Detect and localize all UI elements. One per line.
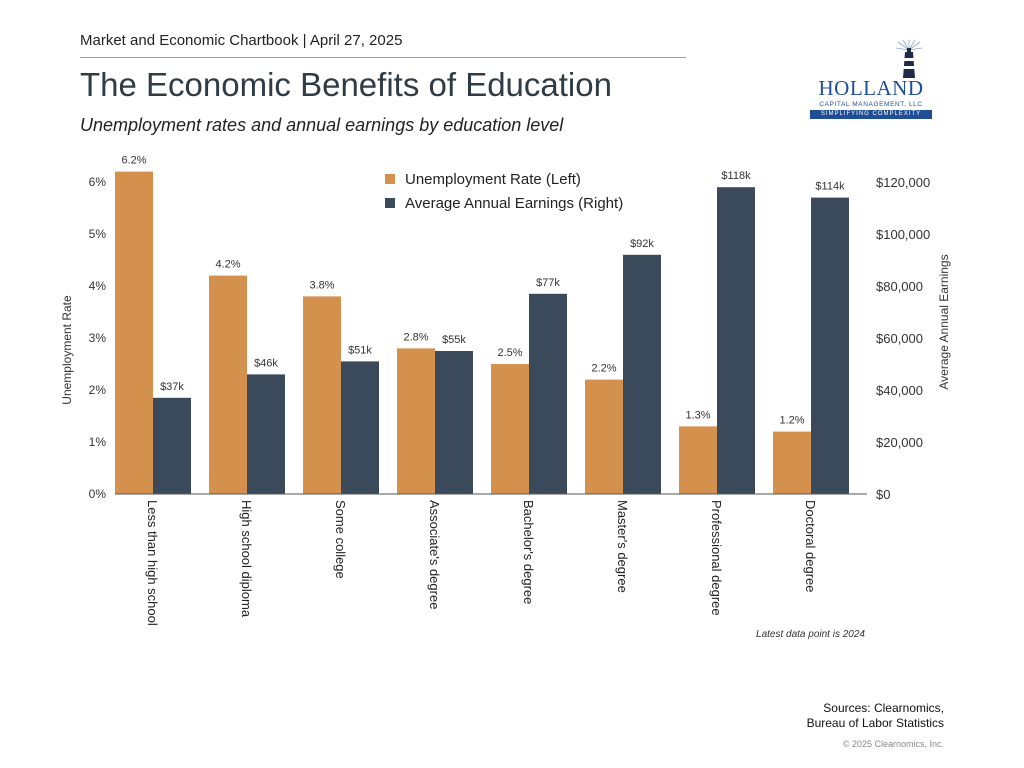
data-label-earnings: $92k (630, 238, 654, 250)
right-tick-label: $80,000 (876, 279, 923, 294)
category-label: Doctoral degree (803, 500, 818, 593)
left-axis-title: Unemployment Rate (60, 295, 74, 405)
bar-earnings (717, 187, 755, 494)
logo-name: HOLLAND (818, 76, 924, 100)
bar-unemployment (303, 296, 341, 494)
left-tick-label: 1% (89, 435, 107, 449)
bar-earnings (529, 293, 567, 494)
bar-unemployment (397, 348, 435, 494)
copyright: © 2025 Clearnomics, Inc. (842, 739, 944, 749)
right-tick-label: $40,000 (876, 383, 923, 398)
bar-earnings (811, 197, 849, 494)
legend-swatch (385, 198, 395, 208)
data-label-earnings: $77k (536, 277, 560, 289)
data-label-unemployment: 2.2% (591, 363, 616, 375)
left-tick-label: 4% (89, 279, 107, 293)
category-label: Associate's degree (427, 500, 442, 609)
logo-subtitle: CAPITAL MANAGEMENT, LLC (819, 101, 923, 108)
legend-swatch (385, 174, 395, 184)
page-subtitle: Unemployment rates and annual earnings b… (80, 115, 564, 135)
legend-label: Average Annual Earnings (Right) (405, 195, 623, 212)
data-label-earnings: $37k (160, 381, 184, 393)
data-label-earnings: $55k (442, 334, 466, 346)
bar-unemployment (679, 426, 717, 494)
category-label: Bachelor's degree (521, 500, 536, 604)
bar-unemployment (585, 379, 623, 494)
category-label: Master's degree (615, 500, 630, 593)
data-label-earnings: $118k (721, 170, 751, 182)
legend-label: Unemployment Rate (Left) (405, 171, 581, 188)
bar-unemployment (115, 171, 153, 494)
sources: Sources: Clearnomics, Bureau of Labor St… (807, 701, 944, 731)
bar-unemployment (491, 364, 529, 494)
category-label: Some college (333, 500, 348, 579)
left-tick-label: 5% (89, 227, 107, 241)
left-tick-label: 6% (89, 175, 107, 189)
data-label-unemployment: 2.5% (497, 347, 522, 359)
chartbook-header: Market and Economic Chartbook | April 27… (80, 32, 403, 49)
data-label-unemployment: 2.8% (403, 331, 428, 343)
bar-earnings (435, 351, 473, 494)
lighthouse-icon (895, 39, 923, 78)
left-tick-label: 0% (89, 487, 107, 501)
data-label-unemployment: 4.2% (215, 259, 240, 271)
header-divider (80, 57, 686, 58)
right-tick-label: $60,000 (876, 331, 923, 346)
category-label: High school diploma (239, 500, 254, 618)
data-label-earnings: $51k (348, 344, 372, 356)
bar-earnings (341, 361, 379, 494)
right-tick-label: $100,000 (876, 227, 930, 242)
data-label-unemployment: 1.3% (685, 409, 710, 421)
bar-earnings (247, 374, 285, 494)
data-label-unemployment: 3.8% (309, 279, 334, 291)
bar-earnings (623, 254, 661, 494)
right-tick-label: $20,000 (876, 435, 923, 450)
category-label: Less than high school (145, 500, 160, 626)
sources-line-1: Sources: Clearnomics, (823, 701, 944, 715)
bar-earnings (153, 397, 191, 494)
left-tick-label: 2% (89, 383, 107, 397)
left-tick-label: 3% (89, 331, 107, 345)
logo-tagline: SIMPLIFYING COMPLEXITY (810, 110, 932, 119)
data-label-unemployment: 1.2% (779, 415, 804, 427)
category-label: Professional degree (709, 500, 724, 616)
sources-line-2: Bureau of Labor Statistics (806, 716, 944, 730)
data-label-earnings: $114k (815, 181, 845, 193)
page-title: The Economic Benefits of Education (80, 66, 612, 103)
right-tick-label: $0 (876, 487, 890, 502)
data-note: Latest data point is 2024 (756, 629, 865, 640)
right-tick-label: $120,000 (876, 175, 930, 190)
bar-unemployment (209, 275, 247, 494)
right-axis-title: Average Annual Earnings (937, 254, 951, 389)
data-label-earnings: $46k (254, 357, 278, 369)
bar-unemployment (773, 431, 811, 494)
holland-logo: HOLLAND CAPITAL MANAGEMENT, LLC SIMPLIFY… (808, 39, 934, 122)
data-label-unemployment: 6.2% (121, 155, 146, 167)
